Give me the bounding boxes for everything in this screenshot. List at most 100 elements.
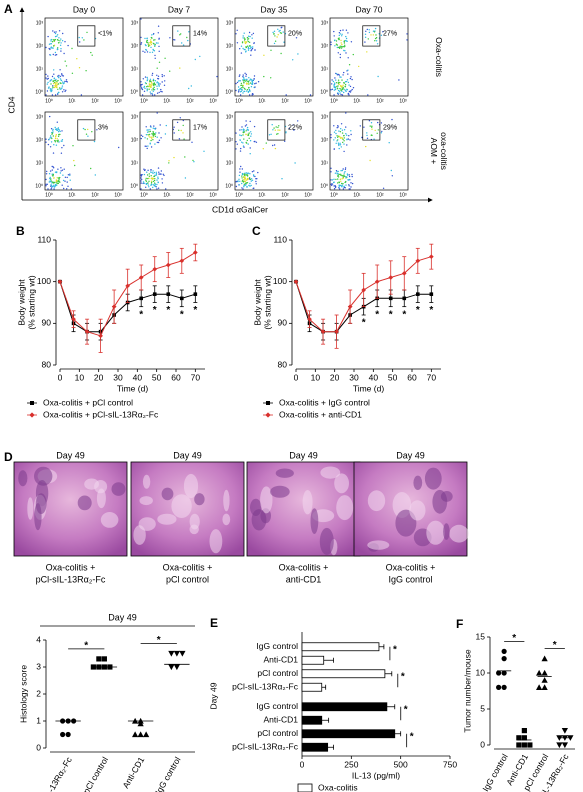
flow-dot <box>335 40 338 42</box>
flow-dot <box>255 178 257 180</box>
flow-dot <box>236 42 239 44</box>
image-title: Day 49 <box>396 450 425 460</box>
flow-dot <box>391 118 393 121</box>
flow-tick: 10³ <box>321 114 329 120</box>
flow-tick: 10² <box>36 43 44 49</box>
flow-dot <box>154 39 156 41</box>
flow-dot <box>57 141 59 143</box>
point <box>561 742 568 749</box>
flow-dot <box>246 37 249 39</box>
flow-dot <box>142 181 145 183</box>
flow-dot <box>235 185 238 188</box>
x-tick-label: 30 <box>113 372 123 382</box>
flow-dot <box>347 32 349 34</box>
point <box>429 292 434 296</box>
flow-dot <box>240 87 243 89</box>
y-tick-label: 1 <box>36 715 41 725</box>
flow-dot <box>348 185 350 187</box>
flow-dot <box>342 141 344 144</box>
flow-dot <box>251 37 253 39</box>
flow-dot <box>161 75 163 78</box>
point <box>416 292 420 296</box>
point <box>361 287 367 293</box>
significance: * <box>410 731 414 742</box>
flow-dot <box>69 173 71 175</box>
flow-dot <box>54 128 57 130</box>
flow-dot <box>57 131 60 133</box>
flow-dot <box>250 178 253 180</box>
flow-tick: 10⁰ <box>35 183 43 189</box>
flow-dot <box>165 124 167 127</box>
flow-tick: 10² <box>376 98 384 104</box>
flow-dot <box>241 177 243 179</box>
flow-dot <box>345 80 348 83</box>
flow-dot <box>246 172 249 174</box>
flow-dot <box>50 128 53 130</box>
flow-dot <box>331 79 333 81</box>
flow-dot <box>55 54 58 56</box>
flow-dot <box>169 70 171 72</box>
flow-dot <box>250 184 252 187</box>
flow-dot <box>164 133 167 135</box>
flow-dot <box>245 51 247 53</box>
row-label: AOM + <box>429 138 439 165</box>
flow-dot <box>58 37 60 39</box>
flow-dot <box>60 167 62 169</box>
flow-dot <box>153 43 155 45</box>
flow-dot <box>254 49 256 51</box>
flow-dot <box>54 141 57 143</box>
flow-dot <box>377 75 379 78</box>
flow-dot <box>57 83 60 85</box>
flow-dot <box>241 129 243 131</box>
flow-dot <box>242 74 244 76</box>
flow-dot <box>54 80 57 82</box>
flow-tick: 10² <box>91 98 99 104</box>
flow-dot <box>376 132 378 134</box>
flow-dot <box>154 183 156 185</box>
tissue <box>409 500 426 521</box>
flow-dot <box>140 85 142 87</box>
flow-dot <box>333 39 336 42</box>
flow-dot <box>374 129 376 132</box>
flow-dot <box>158 61 161 63</box>
flow-dot <box>344 168 347 171</box>
flow-dot <box>146 51 149 53</box>
flow-dot <box>58 178 60 180</box>
flow-tick: 10¹ <box>36 66 44 72</box>
flow-tick: 10³ <box>209 98 217 104</box>
flow-dot <box>162 173 164 175</box>
flow-dot <box>154 174 156 177</box>
flow-dot <box>243 90 245 93</box>
point <box>501 656 507 662</box>
flow-dot <box>56 80 58 83</box>
flow-dot <box>67 44 69 47</box>
flow-dot <box>173 39 175 41</box>
flow-dot <box>239 171 241 173</box>
flow-dot <box>341 43 343 46</box>
flow-dot <box>155 42 158 44</box>
flow-dot <box>216 75 218 78</box>
flow-dot <box>241 42 244 44</box>
flow-dot <box>336 173 338 175</box>
flow-dot <box>371 128 373 130</box>
flow-dot <box>273 42 276 45</box>
flow-dot <box>140 177 142 179</box>
image-caption: IgG control <box>388 574 432 584</box>
flow-tick: 10⁰ <box>130 89 138 95</box>
point <box>501 648 507 655</box>
flow-dot <box>345 37 348 40</box>
flow-dot <box>344 50 346 52</box>
flow-dot <box>51 175 54 177</box>
significance: * <box>389 309 393 320</box>
flow-dot <box>335 178 337 181</box>
x-tick-label: 0 <box>300 759 305 769</box>
flow-dot <box>242 181 245 183</box>
flow-dot <box>247 143 249 145</box>
flow-dot <box>239 139 241 141</box>
flow-dot <box>339 87 341 90</box>
y-tick-label: 0 <box>480 739 485 749</box>
flow-dot <box>52 85 54 87</box>
flow-dot <box>155 171 157 173</box>
flow-dot <box>390 169 392 172</box>
flow-dot <box>248 177 251 179</box>
